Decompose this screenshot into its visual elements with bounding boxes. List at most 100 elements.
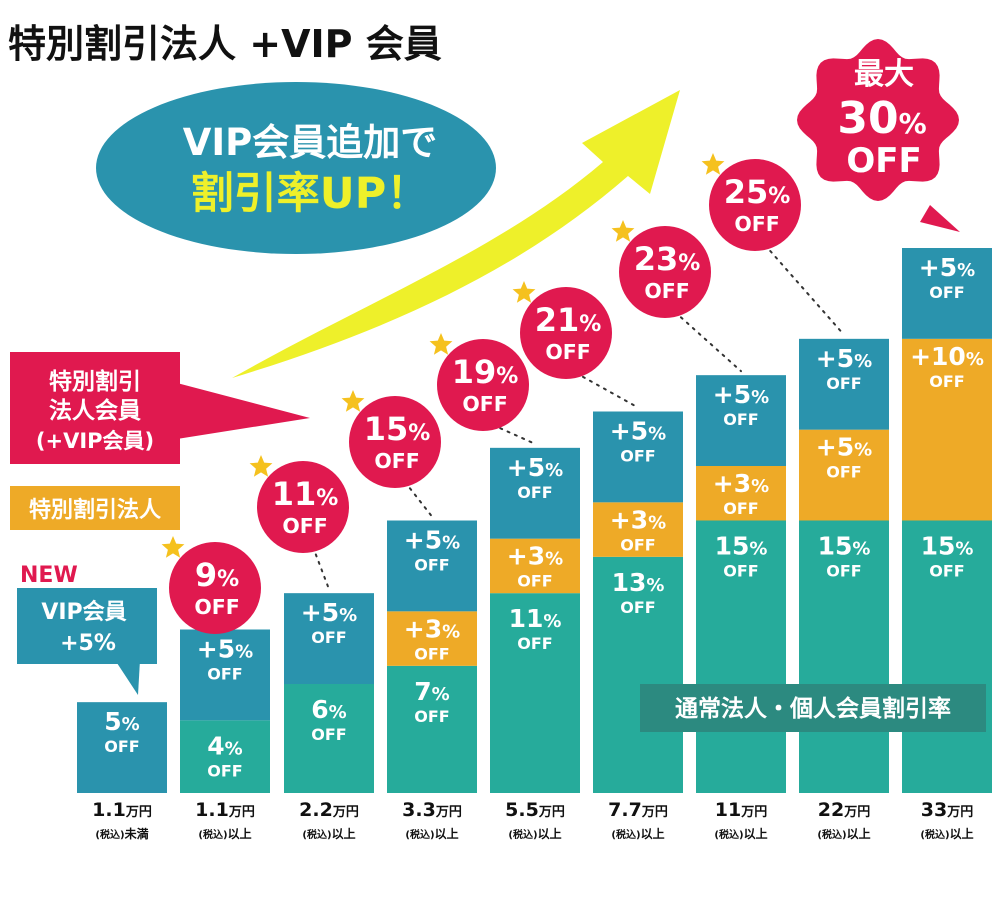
value-label: 11% [509,604,562,633]
total-label: 23%OFF [634,240,701,303]
value-percent: % [751,476,769,497]
value-number: 9 [195,556,217,594]
callout-line-1: VIP会員追加で [183,121,438,164]
total-badge [169,542,261,634]
value-number: +5 [816,344,854,373]
segment-label: +5%OFF [610,417,666,466]
value-label: 21% [535,301,602,339]
off-label: OFF [517,634,552,653]
leader-line [492,424,536,445]
tick-note: (税込) [920,828,949,841]
off-label: OFF [207,761,242,780]
off-label: OFF [723,499,758,518]
off-label: OFF [311,628,346,647]
segment-label: +10%OFF [910,342,984,391]
value-percent: % [339,605,357,626]
max-value: 30% [837,93,926,144]
tick-note: (税込) [817,828,846,841]
x-tick-label: 11万円 (税込)以上 [714,799,767,841]
off-label: OFF [414,556,449,575]
max-percent: % [899,107,927,140]
tick-condition: (税込)以上 [198,826,251,841]
bar-segment-special [902,338,992,521]
tick-cond: 以上 [435,826,459,841]
value-percent: % [648,424,666,445]
tick-condition: (税込)以上 [302,826,355,841]
tick-unit: 万円 [228,805,255,820]
value-percent: % [442,533,460,554]
segment-label: +3%OFF [610,505,666,554]
total-badge [709,159,801,251]
value-percent: % [646,575,664,596]
value-number: 13 [612,568,647,597]
value-label: 15% [818,532,871,561]
off-label: OFF [207,665,242,684]
x-tick-label: 33万円 (税込)以上 [920,799,973,841]
value-number: +5 [197,635,235,664]
tick-unit: 万円 [332,805,359,820]
legend-vip-line-2: +5% [60,631,116,656]
value-percent: % [496,364,518,389]
legend-combo-line-1: 特別割引 [49,368,141,395]
value-number: +5 [301,598,339,627]
total-label: 19%OFF [452,353,519,416]
value-number: +5 [610,417,648,446]
max-number: 30 [837,93,898,144]
off-label: OFF [929,372,964,391]
tick-unit: 万円 [538,805,565,820]
off-label: OFF [462,392,507,416]
bar-segment-special [490,538,580,594]
segment-label: 7%OFF [414,677,449,726]
legend-special-label: 特別割引法人 [29,497,161,523]
off-label: OFF [517,572,552,591]
segment-label: 15%OFF [921,532,974,581]
off-label: OFF [644,279,689,303]
legend-vip-pointer [115,660,140,695]
bar-segment-special [696,466,786,521]
value-label: 19% [452,353,519,391]
bar-segment-vip [799,338,889,430]
value-label: 25% [724,173,791,211]
off-label: OFF [545,340,590,364]
bar-segment-special [593,502,683,557]
value-label: +5% [197,635,253,664]
tick-cond: 以上 [228,826,252,841]
segment-label: 11%OFF [509,604,562,653]
segment-label: +3%OFF [507,542,563,591]
value-label: +5% [301,598,357,627]
value-label: +3% [507,542,563,571]
tick-number: 11 [715,799,741,821]
segment-label: 15%OFF [818,532,871,581]
value-percent: % [579,312,601,337]
tick-number: 5.5 [505,799,539,821]
tick-cond: 以上 [641,826,665,841]
value-percent: % [432,684,450,705]
new-tag: NEW [20,563,78,588]
value-percent: % [955,539,973,560]
chart-title: 特別割引法人 +VIP 会員 [8,22,442,66]
value-label: +5% [404,526,460,555]
tick-condition: (税込)未満 [95,826,148,841]
segment-label: 4%OFF [207,731,242,780]
tick-unit: 万円 [641,805,668,820]
star-icon [161,536,185,558]
segment-label: 13%OFF [612,568,665,617]
value-percent: % [966,349,984,370]
star-icon [701,153,725,175]
value-percent: % [648,512,666,533]
total-badge [349,396,441,488]
legend-special-box [10,486,180,530]
x-tick-label: 2.2万円(税込)以上 [299,799,359,841]
value-label: +5% [610,417,666,446]
bar-segment-vip [696,375,786,466]
bar-segment-special [799,429,889,521]
bar-segment-base [593,556,683,793]
off-label: OFF [620,447,655,466]
legend-combo-line-3: (+VIP会員) [36,429,154,453]
total-label: 9%OFF [194,556,239,619]
tick-number: 33 [921,799,947,821]
leader-line [575,372,639,409]
value-label: 15% [364,410,431,448]
total-label: 11%OFF [272,475,339,538]
total-label: 21%OFF [535,301,602,364]
